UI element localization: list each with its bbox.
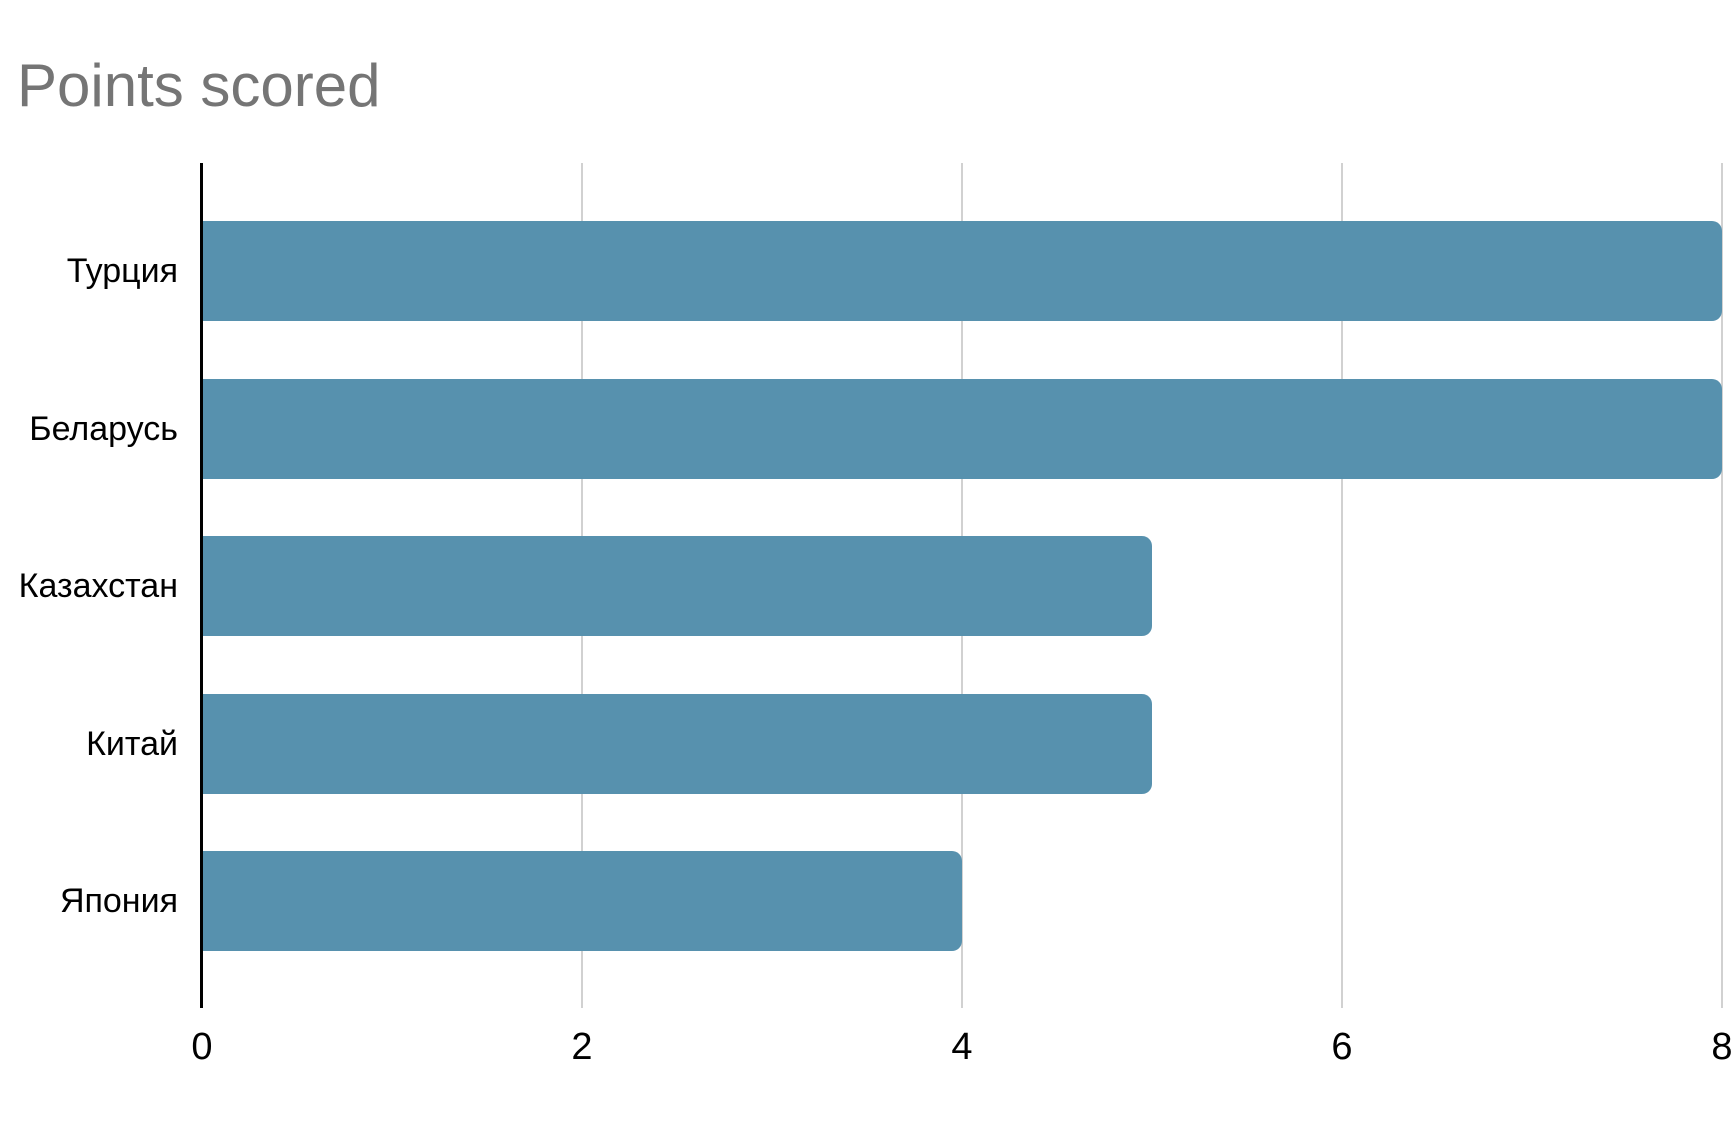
chart-bar xyxy=(203,693,1152,794)
x-tick-label: 0 xyxy=(191,1026,213,1068)
category-label: Беларусь xyxy=(29,409,178,448)
gridline xyxy=(1721,163,1723,1008)
category-label: Китай xyxy=(86,724,178,763)
x-tick-label: 2 xyxy=(571,1026,593,1068)
chart-bar xyxy=(203,221,1722,321)
x-axis-zero-line xyxy=(200,163,203,1008)
category-label: Турция xyxy=(66,252,178,290)
chart-bar xyxy=(203,378,1722,479)
x-tick-label: 4 xyxy=(951,1026,973,1068)
chart-bar xyxy=(203,536,1152,636)
x-tick-label: 8 xyxy=(1711,1026,1732,1068)
category-label: Казахстан xyxy=(18,567,178,605)
chart-title: Points scored xyxy=(17,52,381,119)
x-tick-label: 6 xyxy=(1331,1026,1353,1068)
gridline xyxy=(1341,163,1343,1008)
category-label: Япония xyxy=(59,882,178,920)
chart-bar xyxy=(203,851,962,951)
